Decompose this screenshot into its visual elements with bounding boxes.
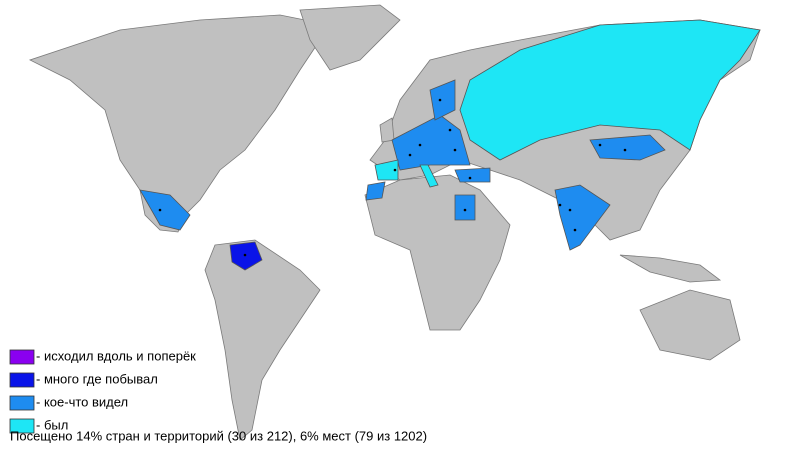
india <box>554 184 611 251</box>
uk <box>379 117 395 143</box>
place-dot <box>573 228 577 232</box>
legend-label: - исходил вдоль и поперёк <box>36 348 196 363</box>
legend-swatch <box>9 395 35 411</box>
greenland <box>299 4 401 71</box>
russia <box>459 19 761 161</box>
place-dot <box>158 208 162 212</box>
place-dot <box>418 143 422 147</box>
spain <box>374 159 399 181</box>
place-dot <box>468 176 472 180</box>
legend-swatch <box>9 418 35 434</box>
place-dot <box>448 128 452 132</box>
place-dot <box>393 168 397 172</box>
north-america <box>28 14 331 233</box>
place-dot <box>463 208 467 212</box>
place-dot <box>408 153 412 157</box>
legend-swatch <box>9 372 35 388</box>
legend-swatch <box>9 349 35 365</box>
mongolia <box>589 134 666 161</box>
italy <box>419 164 439 188</box>
mexico <box>139 189 191 231</box>
legend-label: - кое-что видел <box>36 394 128 409</box>
visited-regions <box>139 19 761 271</box>
visited-places <box>158 98 627 257</box>
place-dot <box>623 148 627 152</box>
place-dot <box>558 203 562 207</box>
place-dot <box>453 148 457 152</box>
egypt <box>454 194 476 221</box>
footer-text: Посещено 14% стран и территорий (30 из 2… <box>10 428 427 443</box>
scandinavia <box>429 79 456 121</box>
place-dot <box>243 253 247 257</box>
indonesia <box>619 254 722 283</box>
place-dot <box>438 98 442 102</box>
legend: - исходил вдоль и поперёк - много где поб… <box>9 348 196 434</box>
place-dot <box>598 143 602 147</box>
morocco <box>365 181 386 201</box>
venezuela <box>229 241 263 271</box>
place-dot <box>568 208 572 212</box>
africa <box>364 174 511 331</box>
legend-label: - много где побывал <box>36 371 158 386</box>
legend-label: - был <box>36 417 68 432</box>
south-america <box>204 239 321 441</box>
turkey <box>454 167 491 183</box>
australia <box>639 289 741 361</box>
